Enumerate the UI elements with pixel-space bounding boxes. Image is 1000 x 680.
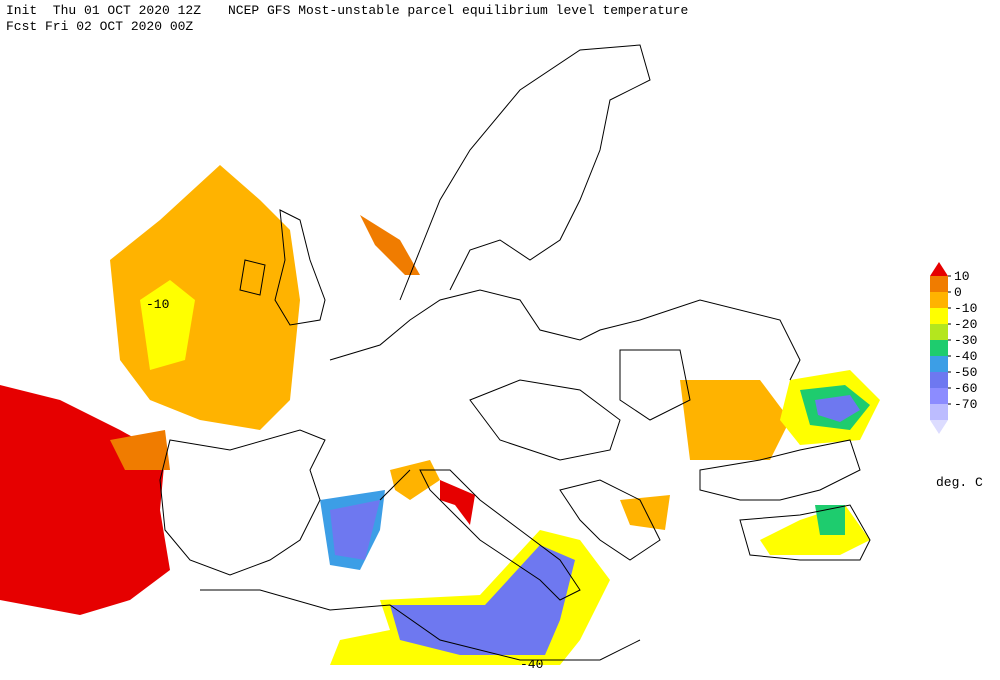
legend-swatch xyxy=(930,308,948,324)
legend-swatch xyxy=(930,388,948,404)
legend-swatch xyxy=(930,324,948,340)
init-label: Init Thu 01 OCT 2020 12Z xyxy=(6,3,201,18)
legend-swatch xyxy=(930,340,948,356)
contour-label: -10 xyxy=(146,297,169,312)
legend-swatch xyxy=(930,372,948,388)
legend-arrow xyxy=(930,420,948,434)
legend-swatch xyxy=(930,276,948,292)
legend-label: -10 xyxy=(954,301,977,316)
legend-label: -40 xyxy=(954,349,977,364)
legend-label: 10 xyxy=(954,269,970,284)
units-label: deg. C xyxy=(936,475,983,490)
legend-label: -30 xyxy=(954,333,977,348)
forecast-label: Fcst Fri 02 OCT 2020 00Z xyxy=(6,19,193,34)
legend-swatch xyxy=(930,292,948,308)
legend-label: -70 xyxy=(954,397,977,412)
legend-arrow xyxy=(930,262,948,276)
contour-label: -40 xyxy=(520,657,543,672)
legend-swatch xyxy=(930,356,948,372)
legend-swatch xyxy=(930,404,948,420)
legend-label: -20 xyxy=(954,317,977,332)
legend-label: -60 xyxy=(954,381,977,396)
legend-label: 0 xyxy=(954,285,962,300)
legend: 100-10-20-30-40-50-60-70 xyxy=(930,262,977,434)
shaded-fields xyxy=(0,165,880,665)
coastlines xyxy=(159,44,871,661)
title: NCEP GFS Most-unstable parcel equilibriu… xyxy=(228,3,688,18)
legend-label: -50 xyxy=(954,365,977,380)
